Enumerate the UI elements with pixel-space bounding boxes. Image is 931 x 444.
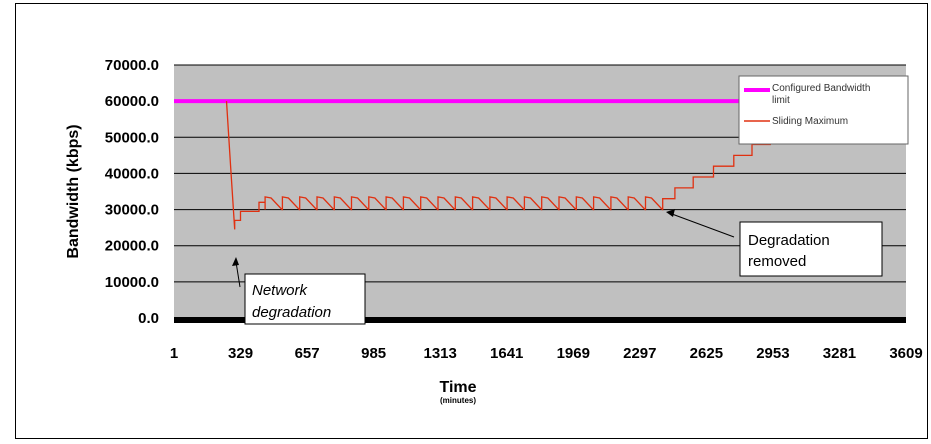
x-tick-label: 1 bbox=[170, 345, 178, 362]
y-tick-labels: 0.0 10000.0 20000.0 30000.0 40000.0 50000.0 60… bbox=[105, 57, 159, 327]
legend-box bbox=[738, 75, 909, 145]
x-tick-label: 1313 bbox=[423, 345, 456, 362]
x-tick-label: 657 bbox=[295, 345, 320, 362]
callout-arrowhead-network bbox=[232, 257, 239, 266]
callout-text-removed: Degradation bbox=[748, 232, 830, 249]
y-tick-label: 20000.0 bbox=[105, 238, 159, 255]
callout-arrow-removed bbox=[671, 213, 735, 238]
x-tick-labels: 1 329 657 985 1313 1641 1969 2297 2625 2953 3281 36… bbox=[170, 345, 923, 362]
x-axis-bar bbox=[174, 317, 906, 323]
y-tick-label: 10000.0 bbox=[105, 274, 159, 291]
callout-box-network bbox=[244, 273, 366, 325]
series-line-sliding-maximum bbox=[225, 101, 858, 230]
x-tick-label: 3609 bbox=[889, 345, 922, 362]
x-axis-title: Time bbox=[439, 379, 476, 396]
annotations: Network degradation Degradation removed bbox=[232, 209, 883, 325]
x-tick-label: 2953 bbox=[756, 345, 789, 362]
y-tick-label: 40000.0 bbox=[105, 165, 159, 182]
x-tick-label: 2625 bbox=[690, 345, 723, 362]
callout-text-network: Network bbox=[252, 282, 309, 299]
figure-frame bbox=[15, 3, 928, 439]
legend-label-limit-cont: limit bbox=[772, 95, 790, 106]
y-tick-label: 70000.0 bbox=[105, 57, 159, 74]
x-tick-label: 1969 bbox=[557, 345, 590, 362]
x-tick-label: 985 bbox=[361, 345, 386, 362]
y-tick-label: 30000.0 bbox=[105, 202, 159, 219]
callout-arrowhead-removed bbox=[666, 209, 675, 217]
y-tick-label: 50000.0 bbox=[105, 129, 159, 146]
callout-text-network: degradation bbox=[252, 304, 331, 321]
x-tick-label: 3281 bbox=[823, 345, 856, 362]
x-axis-line bbox=[174, 317, 906, 323]
legend-label-sliding: Sliding Maximum bbox=[772, 116, 848, 127]
x-tick-label: 329 bbox=[228, 345, 253, 362]
callout-box-removed bbox=[739, 221, 883, 277]
x-axis-subtitle: (minutes) bbox=[440, 396, 476, 405]
y-tick-label: 60000.0 bbox=[105, 93, 159, 110]
x-tick-label: 2297 bbox=[623, 345, 656, 362]
y-tick-label: 0.0 bbox=[138, 310, 159, 327]
x-tick-label: 1641 bbox=[490, 345, 523, 362]
legend-label-limit: Configured Bandwidth bbox=[772, 83, 870, 94]
callout-arrow-network bbox=[235, 261, 241, 288]
callout-text-removed: removed bbox=[748, 253, 806, 270]
y-axis-title: Bandwidth (kbps) bbox=[65, 124, 82, 258]
